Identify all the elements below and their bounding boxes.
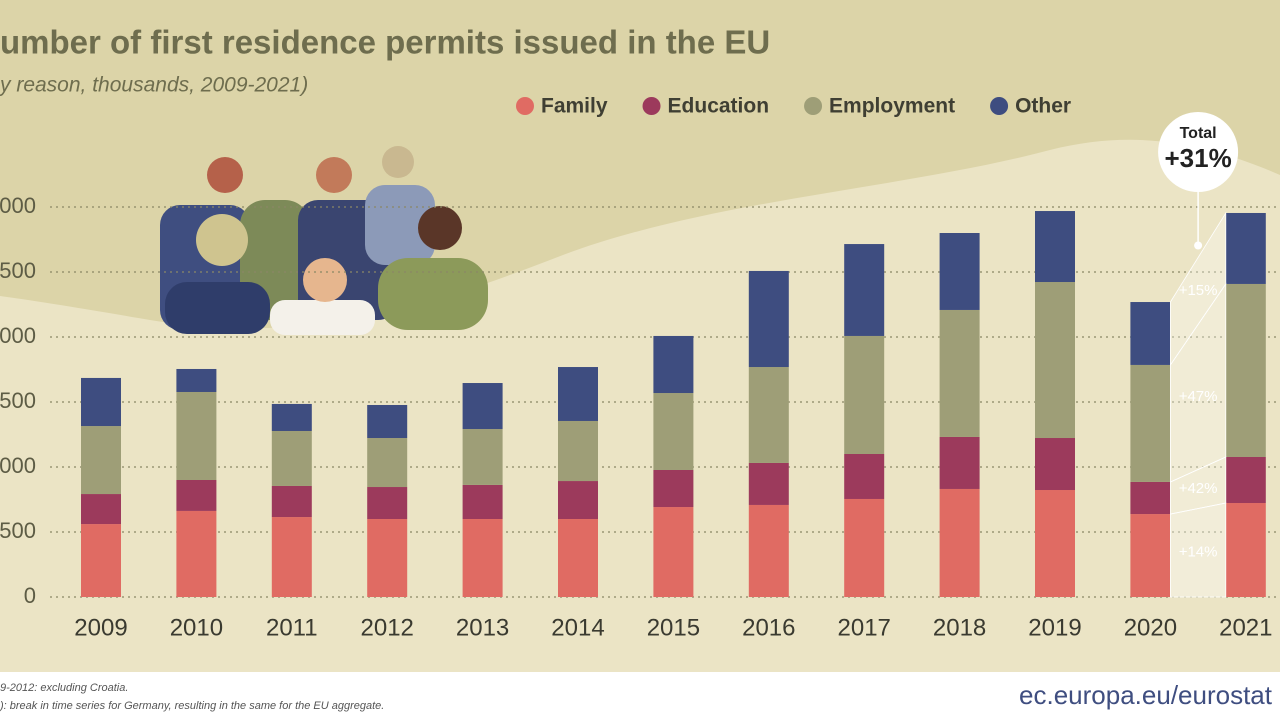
people-illustration [160,146,488,335]
bar-segment [462,383,503,430]
bar-segment [653,393,694,470]
x-tick-label: 2020 [1124,614,1177,641]
change-label: +47% [1179,388,1218,405]
bar-segment [939,436,980,489]
bar-segment [1130,514,1171,597]
bar-segment [176,391,217,480]
bar-segment [271,430,312,486]
bar-segment [271,517,312,597]
bar-segment [939,309,980,437]
bar-segment [558,420,598,482]
bar-segment [1130,302,1171,365]
bar-segment [844,498,885,597]
bar-segment [1130,364,1171,482]
chart-subtitle: y reason, thousands, 2009-2021) [0,74,308,97]
bar-segment [1130,481,1171,515]
bar-segment [558,519,598,597]
bar-segment [81,377,121,427]
bar-segment [176,480,217,511]
x-tick-label: 2017 [838,614,891,641]
total-badge [1158,112,1239,192]
bar-segment [748,504,789,597]
bar-segment [367,519,408,597]
legend-label: Family [541,95,608,118]
x-tick-label: 2018 [933,614,986,641]
x-tick-label: 2015 [647,614,700,641]
y-tick-label: 0 [24,583,36,608]
footer [0,672,1280,720]
bar-segment [558,481,598,519]
bar-segment [367,487,408,519]
total-label: Total [1180,125,1217,142]
legend-label: Education [668,95,770,118]
y-tick-label: 000 [0,193,36,218]
bar-segment [462,519,503,597]
y-tick-label: 500 [0,388,36,413]
x-tick-label: 2013 [456,614,509,641]
change-label: +15% [1179,282,1218,299]
change-label: +14% [1179,544,1218,561]
bar-segment [1035,490,1075,597]
bar-segment [844,244,885,336]
bar-segment [81,426,121,495]
bar-segment [653,469,694,508]
bar-segment [271,403,312,431]
bar-segment [1035,282,1075,439]
bar-segment [1225,283,1266,457]
y-tick-label: 000 [0,323,36,348]
bar-segment [748,462,789,505]
bar-segment [367,404,408,439]
legend-swatch [642,97,661,115]
bar-segment [81,494,121,525]
bar-segment [462,484,503,519]
y-tick-label: 500 [0,518,36,543]
x-tick-label: 2011 [266,614,318,641]
change-label: +42% [1179,480,1218,497]
legend-label: Employment [829,95,955,118]
bar-segment [939,233,980,310]
x-tick-label: 2019 [1028,614,1081,641]
bar-segment [1225,212,1266,284]
x-tick-label: 2009 [74,614,127,641]
bar-segment [844,454,885,499]
legend-swatch [990,97,1009,115]
bar-segment [939,488,980,597]
y-tick-label: 000 [0,453,36,478]
bar-segment [462,429,503,485]
x-tick-label: 2021 [1219,614,1272,641]
bar-segment [367,438,408,488]
bar-segment [1035,438,1075,491]
bar-segment [748,270,789,368]
bar-segment [844,335,885,454]
bar-segment [176,368,217,392]
bar-segment [653,335,694,394]
x-tick-label: 2012 [361,614,414,641]
total-dot [1194,241,1203,250]
bar-segment [748,367,789,463]
bar-segment [271,485,312,518]
x-tick-label: 2016 [742,614,795,641]
bar-segment [81,524,121,597]
bar-segment [1225,456,1266,504]
footnote: 9-2012: excluding Croatia. [0,682,128,694]
legend-swatch [516,97,534,115]
total-change: +31% [1164,143,1231,173]
bar-segment [1035,211,1075,283]
bar-segment [558,367,598,421]
growth-band [1170,211,1227,367]
bar-segment [176,510,217,597]
footnote: ): break in time series for Germany, res… [0,700,384,712]
legend-label: Other [1015,95,1071,118]
x-tick-label: 2014 [551,614,604,641]
x-tick-label: 2010 [170,614,223,641]
bar-segment [1225,503,1266,597]
y-tick-label: 500 [0,258,36,283]
source: ec.europa.eu/eurostat [1019,680,1273,710]
legend-swatch [804,97,823,115]
bar-segment [653,507,694,597]
chart-title: umber of first residence permits issued … [0,24,770,61]
